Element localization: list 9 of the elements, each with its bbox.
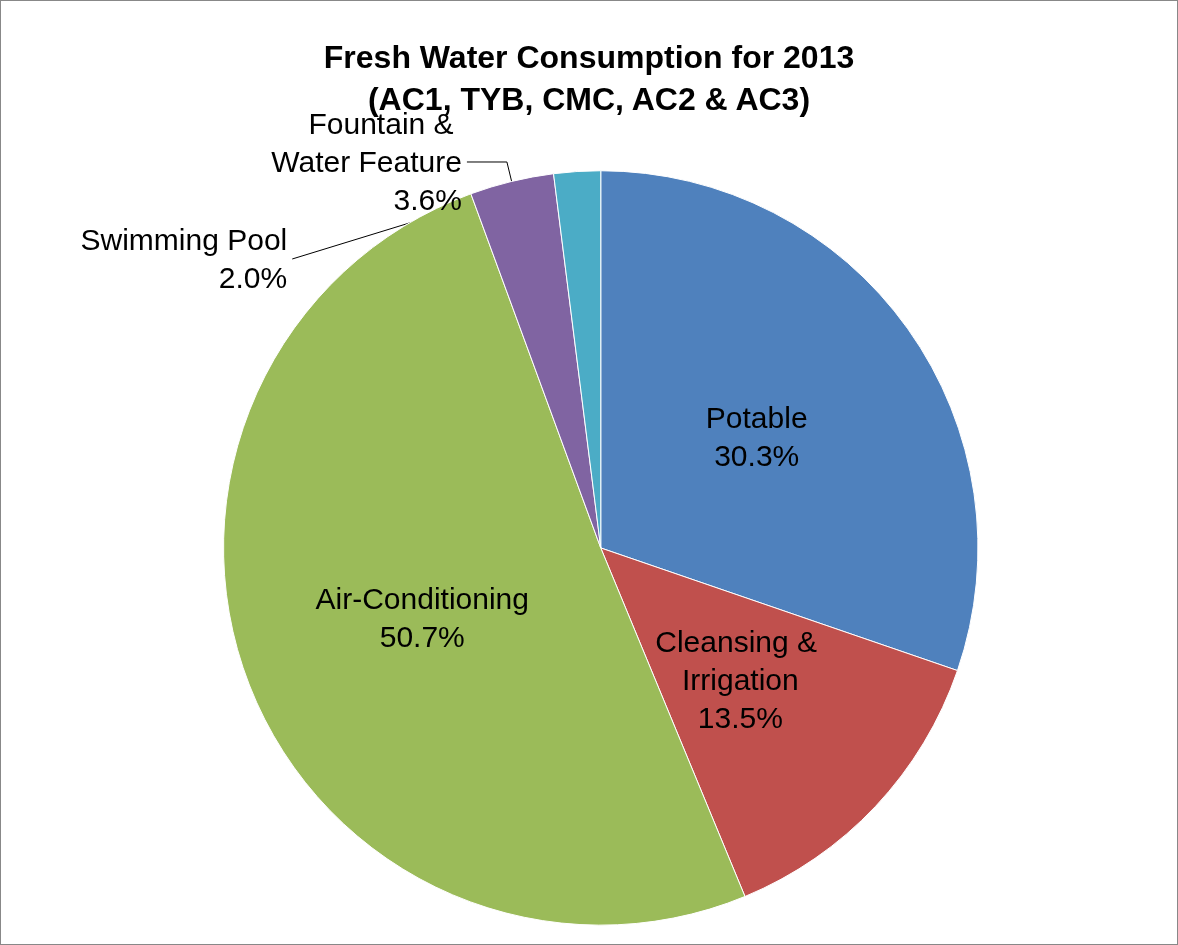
- data-label: 30.3%: [714, 439, 800, 473]
- slice-label: Cleansing & Irrigation: [655, 624, 826, 696]
- slice-label: Swimming Pool: [80, 223, 288, 257]
- data-label: 3.6%: [393, 183, 462, 217]
- slice-label: Air-Conditioning: [315, 582, 529, 616]
- data-label: 50.7%: [379, 620, 465, 654]
- slice-label: Potable: [705, 401, 808, 435]
- data-label: 2.0%: [218, 261, 288, 295]
- data-label: 13.5%: [697, 700, 783, 734]
